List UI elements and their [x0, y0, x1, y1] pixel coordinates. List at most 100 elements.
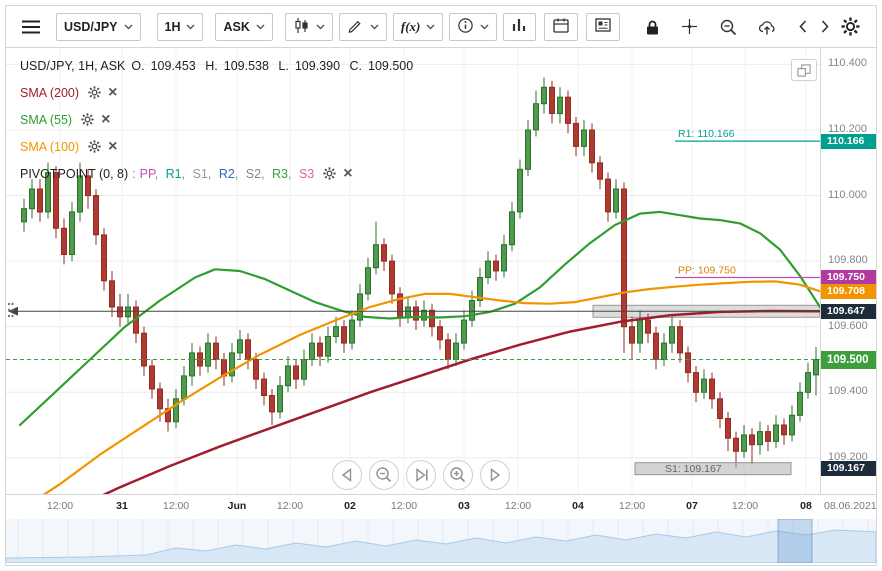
close-value: 109.500: [368, 58, 414, 73]
step-back-icon: [341, 468, 352, 482]
indicator-remove-icon[interactable]: ×: [108, 137, 118, 155]
candles: [21, 77, 819, 468]
pivot-level-comma: ,: [207, 166, 215, 181]
time-axis-label: 12:00: [46, 500, 74, 512]
caret-down-icon: [316, 24, 325, 30]
indicator-row-sma200: SMA (200) ×: [20, 82, 413, 103]
chart-navigator[interactable]: [6, 519, 876, 563]
indicator-remove-icon[interactable]: ×: [343, 164, 353, 182]
autoplay-icon: [490, 468, 501, 482]
open-label: O.: [131, 58, 145, 73]
zoom-out-button[interactable]: [369, 460, 399, 490]
indicator-settings-icon[interactable]: [88, 140, 101, 153]
price-axis-label: 110.200: [828, 123, 867, 135]
pivot-level-s2: S2: [245, 166, 262, 181]
go-to-end-button[interactable]: [406, 460, 436, 490]
caret-down-icon: [370, 24, 379, 30]
popout-window-button[interactable]: [791, 59, 817, 81]
indicator-label: SMA (200): [20, 85, 80, 100]
indicator-row-pivotpoint: PIVOTPOINT (0, 8) : PP, R1, S1, R2, S2, …: [20, 163, 413, 184]
caret-down-icon: [256, 24, 265, 30]
calendar-button[interactable]: [544, 12, 579, 41]
statistics-button[interactable]: [503, 12, 537, 41]
indicator-label: SMA (100): [20, 139, 80, 154]
price-tag-109.167: 109.167: [821, 461, 877, 477]
indicator-remove-icon[interactable]: ×: [101, 110, 111, 128]
pivot-level-r1: R1: [165, 166, 182, 181]
stats-columns-icon: [511, 17, 528, 36]
pivot-band-s1[interactable]: [634, 462, 792, 476]
pivot-separator: :: [132, 166, 136, 181]
pivot-label-pp: PP: 109.750: [678, 265, 736, 277]
pivot-level-r3: R3: [272, 166, 288, 181]
time-axis-label: 03: [458, 500, 470, 512]
indicator-settings-icon[interactable]: [323, 167, 336, 180]
crosshair-icon[interactable]: [675, 13, 704, 41]
chevron-left-icon[interactable]: [792, 13, 814, 41]
go-to-end-icon: [416, 468, 428, 482]
price-mode-label: ASK: [223, 19, 250, 34]
pivot-level-s1: S1: [192, 166, 208, 181]
time-axis-label: 12:00: [731, 500, 759, 512]
close-label: C.: [349, 58, 363, 73]
draw-tools-button[interactable]: [338, 12, 387, 41]
menu-icon[interactable]: [16, 13, 46, 41]
indicator-remove-icon[interactable]: ×: [108, 83, 118, 101]
price-mode-selector[interactable]: ASK: [215, 12, 273, 41]
indicator-settings-icon[interactable]: [88, 86, 101, 99]
line-drag-handle[interactable]: [7, 302, 14, 323]
time-axis-label: 07: [686, 500, 698, 512]
sma-line[interactable]: [20, 280, 820, 494]
pivot-level-pp: PP: [139, 166, 155, 181]
open-value: 109.453: [150, 58, 196, 73]
pivot-level-comma: ,: [181, 166, 189, 181]
high-value: 109.538: [223, 58, 269, 73]
zoom-in-button[interactable]: [443, 460, 473, 490]
sma-line[interactable]: [18, 210, 820, 427]
symbol-selector[interactable]: USD/JPY: [56, 12, 141, 41]
time-axis-label: 12:00: [162, 500, 190, 512]
pivot-level-comma: ,: [261, 166, 269, 181]
pivot-level-comma: ,: [154, 166, 162, 181]
time-axis-label: 02: [344, 500, 356, 512]
pivot-level-s3: S3: [298, 166, 315, 181]
chevron-right-icon[interactable]: [814, 13, 836, 41]
indicator-row-sma100: SMA (100) ×: [20, 136, 413, 157]
low-value: 109.390: [294, 58, 341, 73]
pivot-label-r1: R1: 110.166: [678, 128, 735, 140]
autoplay-button[interactable]: [480, 460, 510, 490]
price-axis-label: 109.200: [828, 450, 868, 463]
line-left-arrow[interactable]: [8, 306, 18, 316]
chart-style-button[interactable]: [284, 12, 333, 41]
gridlines: [6, 48, 820, 494]
caret-down-icon: [186, 24, 195, 30]
price-axis[interactable]: 110.400 110.200 110.000 109.800 109.600 109.4…: [820, 48, 877, 494]
step-back-button[interactable]: [332, 460, 362, 490]
time-axis-label: 31: [116, 500, 128, 512]
sma-line[interactable]: [20, 309, 820, 494]
time-axis[interactable]: 08.06.2021 12:00 31 12:00 Jun 12:00 02 12:00 03…: [6, 494, 877, 518]
indicator-settings-icon[interactable]: [81, 113, 94, 126]
pivot-levels: PP, R1, S1, R2, S2, R3, S3: [140, 167, 315, 181]
settings-gear-icon[interactable]: [836, 13, 865, 41]
cloud-save-icon[interactable]: [752, 13, 782, 41]
timeframe-selector[interactable]: 1H: [156, 12, 204, 41]
price-tag-109.500: 109.500: [821, 350, 877, 369]
zoom-out-icon[interactable]: [714, 13, 742, 41]
time-axis-label: 12:00: [618, 500, 646, 512]
ohlc-values: O. 109.453 H. 109.538 L. 109.390 C. 109.500: [125, 59, 413, 73]
indicators-button[interactable]: f(x): [392, 12, 444, 41]
candlestick-style-icon: [293, 17, 310, 37]
price-tag-109.708: 109.708: [821, 283, 877, 299]
info-icon: [457, 17, 474, 37]
news-widget-button[interactable]: [586, 12, 621, 41]
lock-icon[interactable]: [638, 13, 667, 41]
price-tag-109.750: 109.750: [821, 270, 877, 285]
pivot-label-s1: S1: 109.167: [665, 463, 722, 475]
pivot-level-comma: ,: [234, 166, 242, 181]
price-chart-canvas[interactable]: S1: 109.167 R1: 110.166 PP: 109.750: [6, 48, 820, 494]
navigator-viewport[interactable]: [777, 519, 813, 563]
navigator-area: [6, 529, 876, 563]
price-tag-110.166: 110.166: [821, 133, 877, 149]
info-button[interactable]: [449, 12, 498, 41]
